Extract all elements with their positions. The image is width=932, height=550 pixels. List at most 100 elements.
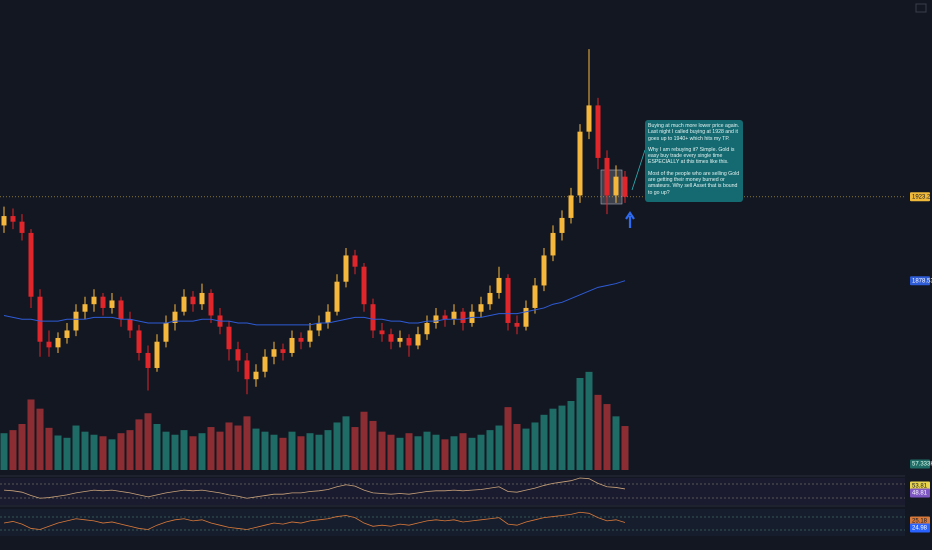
volume-bar bbox=[477, 434, 485, 470]
candle-body bbox=[514, 322, 520, 327]
annotation-text: Buying at much more lower price again. L… bbox=[648, 123, 740, 142]
volume-bar bbox=[432, 434, 440, 470]
volume-bar bbox=[18, 424, 26, 470]
volume-bar bbox=[585, 371, 593, 470]
candle-body bbox=[37, 296, 43, 342]
volume-bar bbox=[72, 425, 80, 470]
candle-body bbox=[505, 277, 511, 323]
candle-body bbox=[118, 300, 124, 320]
candle-body bbox=[235, 349, 241, 361]
candle-body bbox=[1, 216, 7, 226]
candle-body bbox=[280, 349, 286, 353]
candle-body bbox=[253, 371, 259, 380]
volume-bar bbox=[99, 436, 107, 470]
volume-bar bbox=[441, 439, 449, 470]
candle-body bbox=[271, 349, 277, 357]
axis-label: 48.81 bbox=[912, 491, 928, 497]
axis-label-bg bbox=[910, 488, 930, 498]
volume-bar bbox=[486, 430, 494, 470]
volume-bar bbox=[45, 427, 53, 470]
candle-body bbox=[82, 304, 88, 312]
volume-bar bbox=[36, 408, 44, 470]
candle-body bbox=[523, 307, 529, 327]
volume-bar bbox=[0, 433, 8, 470]
candle-body bbox=[424, 322, 430, 335]
oscillator-line bbox=[3, 511, 626, 530]
candle-body bbox=[127, 319, 133, 331]
volume-bar bbox=[414, 436, 422, 470]
axis-label-bg bbox=[910, 459, 930, 469]
candle-body bbox=[109, 300, 115, 308]
volume-bar bbox=[81, 431, 89, 470]
annotation: Buying at much more lower price again. L… bbox=[645, 120, 743, 202]
candle-body bbox=[352, 255, 358, 267]
candle-body bbox=[190, 296, 196, 305]
candle-body bbox=[226, 326, 232, 350]
volume-bar bbox=[216, 431, 224, 470]
volume-bar bbox=[171, 434, 179, 470]
volume-bar bbox=[162, 431, 170, 470]
candle-body bbox=[550, 232, 556, 256]
annotation-pointer bbox=[631, 149, 646, 191]
volume-bar bbox=[621, 426, 629, 470]
candle-body bbox=[154, 341, 160, 368]
candle-body bbox=[487, 292, 493, 305]
candle-body bbox=[73, 311, 79, 331]
volume-bar bbox=[306, 433, 314, 470]
candle-body bbox=[613, 176, 619, 196]
volume-bar bbox=[288, 431, 296, 470]
volume-bar bbox=[279, 437, 287, 470]
candle-body bbox=[496, 277, 502, 293]
volume-bar bbox=[207, 427, 215, 470]
axis-label-bg bbox=[910, 276, 930, 286]
candle-body bbox=[568, 195, 574, 218]
axis-label-bg bbox=[910, 523, 930, 533]
candle-body bbox=[316, 322, 322, 331]
candle-body bbox=[532, 285, 538, 308]
volume-bar bbox=[522, 428, 530, 470]
volume-bar bbox=[153, 424, 161, 470]
axis-label: 24.98 bbox=[912, 526, 928, 532]
volume-bar bbox=[27, 399, 35, 470]
volume-bar bbox=[9, 430, 17, 470]
candle-body bbox=[298, 337, 304, 342]
candle-body bbox=[172, 311, 178, 323]
volume-bar bbox=[180, 430, 188, 470]
candle-body bbox=[307, 330, 313, 342]
volume-bar bbox=[198, 433, 206, 470]
candle-body bbox=[478, 304, 484, 312]
axis-label-bg bbox=[910, 192, 930, 202]
axis-label-bg bbox=[910, 516, 930, 526]
candle-body bbox=[595, 105, 601, 158]
volume-bar bbox=[324, 430, 332, 470]
candle-body bbox=[100, 296, 106, 308]
axis-label-bg bbox=[910, 481, 930, 491]
highlight-box bbox=[600, 169, 623, 205]
candle-body bbox=[451, 311, 457, 320]
candle-body bbox=[559, 217, 565, 233]
arrow bbox=[625, 211, 635, 228]
candle-body bbox=[460, 311, 466, 323]
axis-label: 25.18 bbox=[912, 519, 928, 525]
candle-body bbox=[622, 176, 628, 197]
candle-body bbox=[433, 315, 439, 323]
candle-body bbox=[64, 330, 70, 338]
candle-body bbox=[379, 330, 385, 335]
volume-bar bbox=[252, 428, 260, 470]
volume-bar bbox=[396, 437, 404, 470]
candle-body bbox=[10, 216, 16, 222]
candle-body bbox=[91, 296, 97, 305]
volume-bar bbox=[540, 414, 548, 470]
volume-bar bbox=[576, 378, 584, 470]
volume-bar bbox=[63, 437, 71, 470]
oscillator-line bbox=[3, 477, 626, 499]
volume-bar bbox=[135, 419, 143, 470]
candle-body bbox=[199, 292, 205, 305]
settings-icon[interactable] bbox=[915, 3, 927, 13]
candle-body bbox=[28, 232, 34, 297]
annotation-text: Why I am rebuying it? Simple. Gold is ea… bbox=[648, 146, 735, 166]
candle-body bbox=[415, 334, 421, 346]
candle-body bbox=[46, 341, 52, 348]
